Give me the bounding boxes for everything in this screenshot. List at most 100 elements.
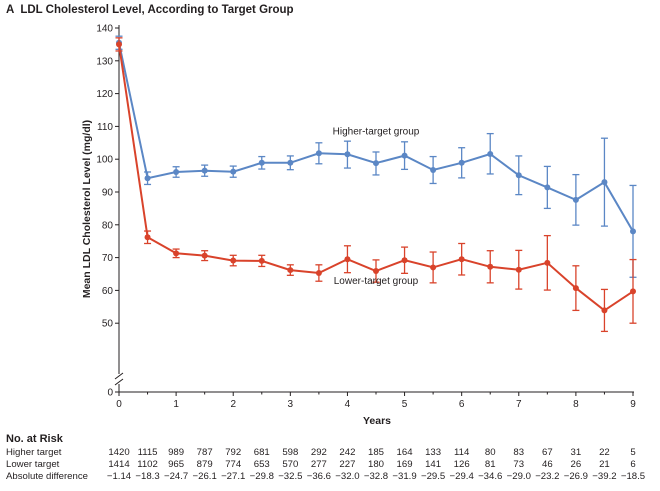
risk-row-label: Higher target	[6, 447, 62, 458]
risk-cell: 46	[541, 459, 553, 470]
risk-cell: 989	[168, 447, 185, 458]
lower-target-point	[373, 268, 379, 275]
risk-cell: 598	[282, 447, 299, 458]
risk-row-label: Absolute difference	[6, 471, 88, 482]
higher-target-point	[458, 159, 465, 166]
higher-target-point	[515, 172, 522, 179]
risk-cell: −29.4	[449, 471, 474, 482]
risk-cell: −36.6	[306, 471, 332, 482]
lower-target-point	[315, 270, 322, 277]
risk-cell: 141	[425, 459, 442, 470]
lower-target-label: Lower-target group	[334, 276, 419, 287]
x-tick-label: 5	[402, 399, 408, 410]
risk-cell: 570	[282, 459, 299, 470]
risk-cell: 6	[630, 459, 636, 470]
risk-cell: 277	[310, 459, 327, 470]
risk-cell: 164	[396, 447, 413, 458]
x-axis-title: Years	[363, 415, 391, 427]
lower-target-point	[544, 259, 551, 266]
higher-target-point	[487, 150, 494, 157]
risk-cell: 292	[310, 447, 327, 458]
risk-cell: 5	[630, 447, 636, 458]
x-tick-label: 3	[288, 399, 294, 410]
risk-cell: 227	[339, 459, 356, 470]
risk-cell: −29.5	[420, 471, 446, 482]
risk-cell: 114	[454, 447, 470, 458]
y-tick-label: 50	[102, 319, 114, 330]
risk-cell: 787	[196, 447, 213, 458]
panel-letter: A	[6, 4, 15, 16]
risk-cell: −32.0	[335, 471, 360, 482]
higher-target-point	[544, 184, 551, 191]
risk-cell: −26.9	[563, 471, 589, 482]
x-tick-label: 8	[573, 399, 579, 410]
risk-cell: 965	[168, 459, 185, 470]
lower-target-point	[630, 288, 636, 295]
lower-target-point	[601, 307, 608, 314]
lower-target-point	[572, 285, 579, 292]
higher-target-point	[572, 196, 579, 203]
risk-cell: −18.5	[620, 471, 646, 482]
risk-cell: 185	[367, 447, 385, 458]
risk-cell: 21	[599, 459, 610, 470]
y-tick-label: 100	[96, 155, 113, 166]
lower-target-point	[430, 264, 437, 271]
y-tick-label: 60	[102, 286, 114, 297]
panel-heading: A LDL Cholesterol Level, According to Tar…	[6, 4, 294, 16]
higher-target-point	[344, 151, 351, 158]
higher-target-point	[173, 168, 180, 175]
risk-table-title: No. at Risk	[6, 433, 63, 445]
higher-target-point	[630, 228, 636, 235]
risk-cell: −23.2	[535, 471, 560, 482]
risk-cell: 81	[484, 459, 496, 470]
axes: 0 50 60 70 80 90 100 110 120 130 140 0 1 2 3 4 5 6 7 8 9	[96, 24, 636, 411]
lower-target-point	[287, 267, 294, 274]
x-tick-label: 6	[459, 399, 465, 410]
lower-target-point	[458, 256, 465, 263]
y-tick-label: 0	[107, 388, 113, 399]
risk-cell: −29.8	[249, 471, 274, 482]
chart-title: LDL Cholesterol Level, According to Targ…	[20, 4, 294, 16]
y-tick-label: 120	[96, 89, 113, 100]
higher-target-point	[315, 150, 322, 157]
x-tick-label: 1	[173, 399, 179, 410]
lower-target-point	[515, 266, 522, 273]
risk-cell: 83	[513, 447, 525, 458]
y-tick-label: 140	[96, 24, 113, 35]
x-tick-label: 9	[630, 399, 636, 410]
risk-cell: 1414	[108, 459, 130, 470]
y-tick-label: 80	[102, 220, 114, 231]
risk-cell: −32.8	[363, 471, 389, 482]
risk-cell: 242	[339, 447, 356, 458]
higher-target-series	[115, 35, 637, 278]
risk-row-lower: Lower target 1414 1102 965 879 774 653 570 277 2…	[6, 459, 656, 470]
y-tick-label: 70	[102, 253, 114, 264]
risk-cell: −18.3	[135, 471, 160, 482]
risk-cell: −1.14	[106, 471, 132, 482]
lower-target-series	[115, 37, 637, 333]
x-tick-label: 0	[116, 399, 122, 410]
higher-target-point	[430, 167, 437, 174]
risk-cell: 879	[196, 459, 213, 470]
lower-target-point	[173, 250, 180, 257]
higher-target-point	[601, 179, 608, 186]
risk-cell: 67	[541, 447, 553, 458]
risk-row-higher: Higher target 1420 1115 989 787 792 681 598 292…	[6, 447, 656, 458]
lower-target-point	[201, 252, 208, 259]
x-tick-label: 7	[516, 399, 522, 410]
y-tick-label: 130	[96, 56, 113, 67]
risk-cell: 73	[513, 459, 525, 470]
higher-target-point	[373, 160, 379, 167]
y-tick-label: 110	[97, 122, 113, 133]
ldl-chart: 0 50 60 70 80 90 100 110 120 130 140 0 1 2 3 4 5 6 7 8 9 Hig…	[81, 24, 637, 427]
y-tick-label: 90	[102, 188, 114, 199]
annotations: Higher-target group Lower-target group	[333, 127, 420, 287]
risk-cell: 1102	[137, 459, 158, 470]
risk-cell: 1115	[137, 447, 158, 458]
risk-cell: 653	[253, 459, 270, 470]
risk-cell: 133	[425, 447, 442, 458]
higher-target-point	[287, 159, 294, 166]
x-tick-label: 4	[345, 399, 351, 410]
axis-break-mark	[114, 372, 124, 380]
lower-target-point	[116, 41, 122, 48]
